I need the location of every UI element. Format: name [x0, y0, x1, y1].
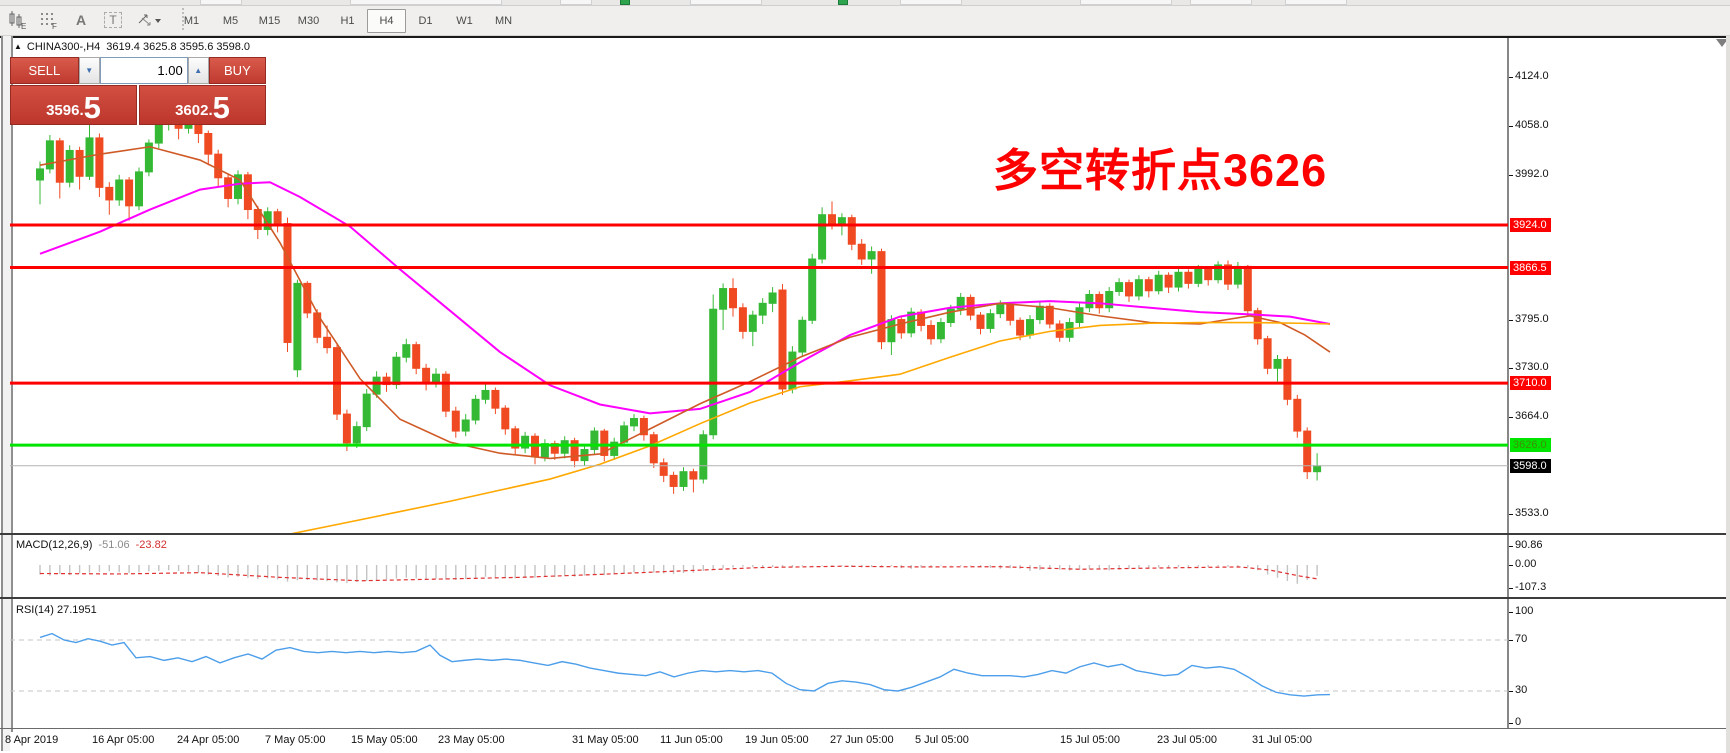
date-axis-divider [0, 728, 1730, 729]
ohlc-values: 3619.4 3625.8 3595.6 3598.0 [106, 41, 251, 53]
rsi-indicator-label: RSI(14) 27.1951 [16, 604, 97, 616]
price-tick-label: 3533.0 [1509, 507, 1549, 519]
chart-text-annotation: 多空转折点3626 [993, 145, 1328, 196]
macd-tick-label: -107.3 [1509, 581, 1546, 593]
date-label: 15 May 05:00 [351, 734, 418, 746]
buy-button[interactable]: BUY [208, 57, 267, 84]
timeframe-button-mn[interactable]: MN [494, 15, 513, 27]
clipped-button [560, 0, 592, 5]
clipped-button [350, 0, 502, 5]
chart-shift-icon[interactable] [1716, 39, 1728, 47]
date-label: 31 Jul 05:00 [1252, 734, 1312, 746]
date-label: 15 Jul 05:00 [1060, 734, 1120, 746]
date-label: 5 Jul 05:00 [915, 734, 969, 746]
clipped-button [1285, 0, 1347, 5]
price-tick-label: 4124.0 [1509, 70, 1549, 82]
price-line-label: 3866.5 [1510, 260, 1551, 275]
sell-button[interactable]: SELL [10, 57, 79, 84]
rsi-current-value: 27.1951 [56, 604, 97, 616]
price-line-label: 3710.0 [1510, 376, 1551, 391]
macd-signal-value: -23.82 [135, 539, 167, 551]
window-right-edge [1726, 36, 1730, 753]
price-tick-label: 3730.0 [1509, 361, 1549, 373]
buy-price-small: 3602. [175, 102, 213, 119]
date-label: 24 Apr 05:00 [177, 734, 240, 746]
timeframe-button-m5[interactable]: M5 [222, 15, 239, 27]
clipped-status-icon [838, 0, 848, 5]
date-label: 27 Jun 05:00 [830, 734, 894, 746]
date-label: 7 May 05:00 [265, 734, 326, 746]
date-label: 16 Apr 05:00 [92, 734, 155, 746]
toolbar-separator [182, 8, 184, 32]
cycle-arrows-icon[interactable] [132, 8, 166, 32]
date-label: 23 May 05:00 [438, 734, 505, 746]
macd-indicator-label: MACD(12,26,9) -51.06 -23.82 [16, 539, 167, 551]
svg-text:E: E [21, 22, 26, 30]
timeframe-button-m30[interactable]: M30 [297, 15, 320, 27]
clipped-button [1080, 0, 1172, 5]
new-chart-icon[interactable]: E [4, 8, 30, 32]
timeframe-buttons: M1 M5 M15 M30 H1 H4 D1 W1 MN [172, 9, 523, 33]
volume-increase-button[interactable]: ▲ [187, 57, 209, 84]
down-arrow-icon: ▼ [85, 66, 94, 75]
date-label: 23 Jul 05:00 [1157, 734, 1217, 746]
price-axis[interactable]: 4124.0 4058.0 3992.0 3795.0 3730.0 3664.0 3533… [1509, 38, 1729, 750]
sell-price-display[interactable]: 3596. 5 [10, 85, 137, 125]
clipped-upper-toolbar [0, 0, 1730, 6]
price-line-label: 3924.0 [1510, 218, 1551, 233]
timeframe-button-m1[interactable]: M1 [183, 15, 200, 27]
date-label: 11 Jun 05:00 [660, 734, 723, 746]
price-tick-label: 4058.0 [1509, 119, 1549, 131]
date-label: 31 May 05:00 [572, 734, 639, 746]
date-axis[interactable]: 8 Apr 2019 16 Apr 05:00 24 Apr 05:00 7 May … [5, 732, 1730, 751]
price-line-label: 3626.0 [1510, 438, 1551, 453]
volume-input[interactable]: 1.00 [99, 57, 188, 84]
rsi-tick-label: 30 [1509, 684, 1527, 696]
rsi-tick-label: 70 [1509, 633, 1527, 645]
window-drag-handle[interactable] [1, 36, 13, 751]
text-label-icon[interactable]: T [100, 8, 126, 32]
price-tick-label: 3992.0 [1509, 168, 1549, 180]
timeframe-button-w1[interactable]: W1 [456, 15, 473, 27]
clipped-button [1190, 0, 1252, 5]
timeframe-button-h1[interactable]: H1 [340, 15, 355, 27]
date-label: 8 Apr 2019 [5, 734, 59, 746]
clipped-button [200, 0, 242, 5]
clipped-button [690, 0, 762, 5]
macd-tick-label: 90.86 [1509, 539, 1543, 551]
macd-main-value: -51.06 [98, 539, 130, 551]
timeframe-button-m15[interactable]: M15 [258, 15, 281, 27]
clipped-button [900, 0, 962, 5]
timeframe-button-d1[interactable]: D1 [418, 15, 433, 27]
one-click-trade-panel: SELL ▼ 1.00 ▲ BUY 3596. 5 3602. 5 [10, 57, 267, 125]
price-line-label: 3598.0 [1510, 458, 1551, 473]
buy-price-big: 5 [212, 89, 230, 125]
font-icon[interactable]: A [75, 12, 87, 28]
up-arrow-icon: ▲ [194, 66, 203, 75]
price-tick-label: 3795.0 [1509, 313, 1549, 325]
chart-title-bar: ▲ CHINA300-,H4 3619.4 3625.8 3595.6 3598.0 [14, 41, 250, 53]
svg-text:F: F [52, 22, 57, 30]
rsi-tick-label: 0 [1509, 716, 1521, 728]
macd-name: MACD(12,26,9) [16, 539, 93, 551]
timeframe-button-h4[interactable]: H4 [367, 9, 406, 33]
profiles-icon[interactable]: F [36, 8, 62, 32]
buy-price-display[interactable]: 3602. 5 [139, 85, 266, 125]
rsi-tick-label: 100 [1509, 605, 1533, 617]
macd-panel-divider[interactable] [0, 533, 1730, 535]
date-label: 19 Jun 05:00 [745, 734, 809, 746]
volume-decrease-button[interactable]: ▼ [78, 57, 100, 84]
rsi-panel-divider[interactable] [0, 597, 1730, 599]
symbol-period-label: CHINA300-,H4 [26, 41, 101, 53]
sell-price-big: 5 [83, 89, 101, 125]
price-tick-label: 3664.0 [1509, 410, 1549, 422]
clipped-status-icon [620, 0, 630, 5]
macd-tick-label: 0.00 [1509, 558, 1536, 570]
collapse-triangle-icon[interactable]: ▲ [14, 42, 22, 51]
sell-price-small: 3596. [46, 102, 84, 119]
rsi-name: RSI(14) [16, 604, 54, 616]
